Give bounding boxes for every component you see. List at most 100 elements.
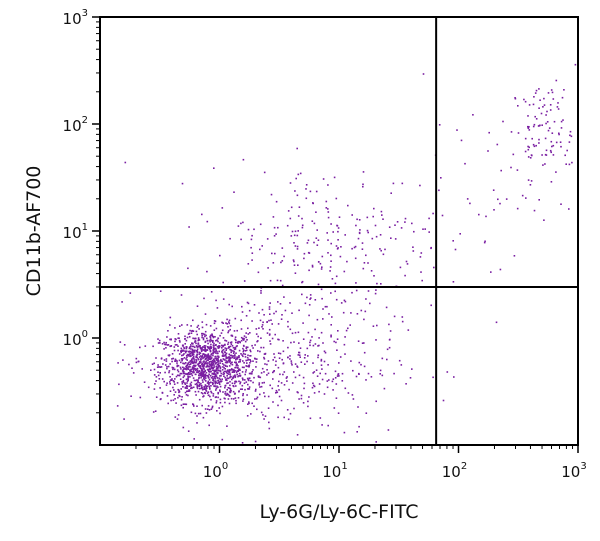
data-point	[185, 394, 188, 396]
data-point	[191, 354, 194, 356]
data-point	[210, 390, 212, 393]
data-point	[287, 356, 289, 359]
data-point	[233, 369, 235, 371]
data-point	[234, 374, 236, 376]
data-point	[210, 343, 212, 346]
data-point	[215, 361, 218, 364]
data-point	[189, 329, 191, 332]
data-point	[186, 380, 189, 382]
data-point	[194, 383, 197, 386]
data-point	[190, 381, 193, 384]
data-point	[174, 327, 176, 329]
data-point	[553, 120, 556, 123]
data-point	[202, 374, 205, 376]
data-point	[561, 96, 564, 99]
data-point	[284, 309, 287, 312]
data-point	[196, 354, 198, 356]
data-point	[195, 364, 197, 367]
data-point	[219, 398, 222, 401]
data-point	[215, 299, 217, 302]
data-point	[529, 157, 532, 159]
data-point	[208, 373, 210, 376]
data-point	[517, 132, 520, 134]
data-point	[177, 396, 179, 399]
data-point	[159, 290, 162, 292]
data-point	[123, 344, 126, 346]
data-point	[309, 298, 311, 300]
data-point	[393, 315, 396, 318]
data-point	[198, 382, 201, 384]
data-point	[315, 369, 318, 371]
data-point	[293, 371, 295, 373]
data-point	[228, 387, 231, 389]
data-point	[544, 137, 547, 140]
data-point	[330, 260, 332, 262]
data-point	[172, 368, 174, 371]
data-point	[249, 332, 251, 334]
data-point	[197, 358, 199, 360]
data-point	[227, 360, 229, 363]
data-point	[361, 248, 364, 250]
data-point	[335, 298, 338, 301]
data-point	[392, 182, 395, 185]
data-point	[191, 342, 193, 344]
data-point	[274, 364, 277, 366]
data-point	[538, 142, 540, 144]
data-point	[237, 340, 240, 343]
data-point	[226, 318, 228, 321]
data-point	[185, 350, 188, 352]
data-point	[249, 350, 252, 353]
data-point	[464, 162, 466, 165]
data-point	[549, 149, 552, 152]
data-point	[165, 360, 168, 362]
data-point	[251, 371, 253, 373]
data-point	[197, 363, 199, 366]
data-point	[223, 373, 225, 375]
data-point	[202, 349, 204, 351]
data-point	[174, 398, 176, 400]
data-point	[197, 324, 200, 327]
data-point	[247, 302, 250, 305]
data-point	[541, 154, 543, 156]
data-point	[531, 137, 533, 140]
data-point	[166, 382, 168, 384]
data-point	[190, 360, 192, 362]
data-point	[290, 235, 293, 237]
data-point	[523, 98, 525, 101]
data-point	[183, 362, 186, 365]
data-point	[289, 355, 291, 357]
data-point	[187, 372, 190, 374]
data-point	[244, 373, 246, 376]
data-point	[351, 291, 353, 294]
data-point	[330, 335, 332, 338]
data-point	[212, 395, 215, 397]
data-point	[267, 267, 269, 269]
data-point	[280, 399, 283, 402]
data-point	[198, 339, 201, 341]
data-point	[176, 382, 179, 384]
data-point	[203, 378, 206, 381]
data-point	[205, 349, 208, 351]
data-point	[226, 356, 228, 359]
data-point	[323, 393, 326, 395]
data-point	[169, 345, 171, 348]
data-point	[122, 359, 124, 361]
data-point	[212, 335, 215, 338]
data-point	[330, 324, 332, 326]
data-point	[209, 360, 212, 363]
data-point	[238, 349, 241, 352]
data-point	[315, 211, 317, 213]
data-point	[165, 358, 168, 360]
data-point	[247, 327, 249, 330]
data-point	[233, 330, 236, 332]
data-point	[287, 320, 289, 323]
data-point	[574, 63, 577, 66]
data-point	[198, 385, 201, 388]
data-point	[315, 237, 318, 239]
data-point	[185, 365, 187, 368]
data-point	[238, 356, 240, 358]
data-point	[229, 325, 232, 327]
data-point	[214, 381, 216, 383]
data-point	[198, 328, 200, 330]
data-point	[459, 233, 461, 235]
